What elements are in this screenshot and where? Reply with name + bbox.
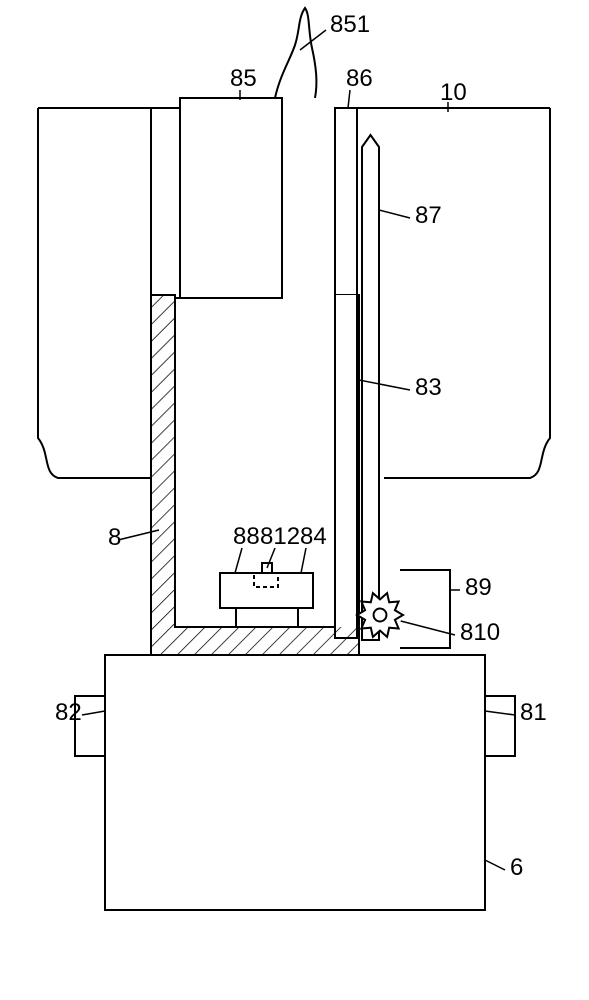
- rod: [362, 135, 379, 640]
- right-tab: [485, 696, 515, 756]
- plate-mask: [335, 295, 357, 627]
- label-81: 81: [520, 699, 547, 726]
- label-810: 810: [460, 619, 500, 646]
- pedestal: [236, 608, 298, 627]
- leader-82: [82, 711, 105, 715]
- label-82: 82: [55, 699, 82, 726]
- label-88: 88: [233, 523, 260, 550]
- leader-81: [485, 711, 515, 715]
- label-84: 84: [300, 523, 327, 550]
- base-block: [105, 655, 485, 910]
- engineering-diagram: 851 85 86 10 87 83 8881284 8 89 810 82 81 6: [0, 0, 589, 1000]
- left-post: [180, 98, 282, 298]
- label-83: 83: [415, 374, 442, 401]
- label-87: 87: [415, 202, 442, 229]
- leader-84: [301, 548, 306, 573]
- label-10: 10: [440, 79, 467, 106]
- label-86: 86: [346, 65, 373, 92]
- leader-810: [401, 621, 455, 635]
- leader-87: [379, 210, 410, 218]
- label-85: 85: [230, 65, 257, 92]
- leader-6: [485, 860, 505, 870]
- label-851: 851: [330, 11, 370, 38]
- leader-851: [300, 30, 326, 50]
- leader-88: [235, 548, 242, 573]
- label-812: 812: [260, 523, 300, 550]
- label-89: 89: [465, 574, 492, 601]
- body-wings: [38, 108, 550, 478]
- label-8: 8: [108, 524, 121, 551]
- small-block: [220, 573, 313, 608]
- leader-86: [348, 90, 350, 108]
- label-6: 6: [510, 854, 523, 881]
- bracket: [400, 570, 450, 648]
- wavy-tube: [275, 8, 316, 98]
